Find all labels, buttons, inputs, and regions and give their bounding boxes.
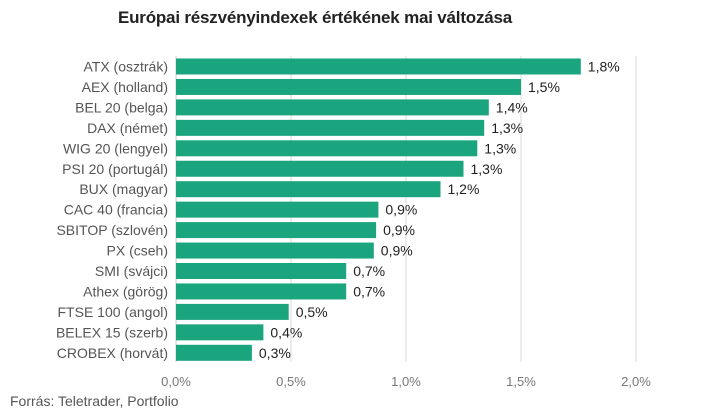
- category-label: DAX (német): [87, 120, 168, 136]
- bar: [176, 181, 441, 198]
- category-label: ATX (osztrák): [83, 59, 168, 75]
- bar: [176, 242, 374, 259]
- chart-title: Európai részvényindexek értékének mai vá…: [117, 8, 513, 27]
- bar: [176, 78, 521, 95]
- x-tick-label: 2,0%: [621, 374, 651, 389]
- data-label: 0,3%: [259, 345, 291, 361]
- category-label: CROBEX (horvát): [57, 345, 168, 361]
- bar: [176, 344, 252, 361]
- data-label: 0,9%: [381, 243, 413, 259]
- data-label: 0,9%: [385, 202, 417, 218]
- category-label: SBITOP (szlovén): [56, 222, 168, 238]
- data-label: 1,3%: [484, 140, 516, 156]
- data-label: 0,7%: [353, 263, 385, 279]
- bar: [176, 324, 264, 341]
- category-label: FTSE 100 (angol): [58, 304, 169, 320]
- bars: [176, 58, 581, 361]
- bar: [176, 283, 347, 300]
- data-label: 1,8%: [588, 59, 620, 75]
- bar: [176, 58, 581, 75]
- data-labels: 1,8% 1,5%1,4% 1,3% 1,3% 1,3% 1,2% 0,9% 0,9% 0,9%…: [259, 59, 620, 361]
- data-label: 0,9%: [383, 222, 415, 238]
- data-label: 0,5%: [296, 304, 328, 320]
- category-label: BELEX 15 (szerb): [56, 324, 168, 340]
- bar: [176, 263, 347, 279]
- category-label: SMI (svájci): [95, 263, 168, 279]
- x-tick-label: 0,0%: [161, 374, 191, 389]
- category-label: AEX (holland): [82, 79, 168, 95]
- x-tick-label: 0,5%: [276, 374, 306, 389]
- data-label: 1,3%: [491, 120, 523, 136]
- data-label: 0,7%: [353, 283, 385, 299]
- category-label: PX (cseh): [107, 243, 168, 259]
- data-label: 1,4%: [496, 99, 528, 115]
- data-label: 0,4%: [270, 324, 302, 340]
- data-label: 1,5%: [528, 79, 560, 95]
- data-label: 1,2%: [448, 181, 480, 197]
- bar: [176, 140, 478, 157]
- category-label: BEL 20 (belga): [75, 99, 168, 115]
- category-label: Athex (görög): [83, 283, 168, 299]
- x-tick-label: 1,0%: [391, 374, 421, 389]
- category-labels: ATX (osztrák) AEX (holland) BEL 20 (belga)…: [56, 59, 168, 361]
- bar: [176, 201, 379, 218]
- bar: [176, 119, 485, 136]
- bar: [176, 222, 377, 239]
- bar: [176, 160, 464, 177]
- category-label: PSI 20 (portugál): [62, 161, 168, 177]
- category-label: CAC 40 (francia): [64, 202, 168, 218]
- source-note: Forrás: Teletrader, Portfolio: [10, 393, 179, 409]
- bar: [176, 303, 289, 320]
- x-tick-label: 1,5%: [506, 374, 536, 389]
- category-label: WIG 20 (lengyel): [63, 140, 168, 156]
- data-label: 1,3%: [471, 161, 503, 177]
- x-axis-ticks: 0,0% 0,5% 1,0% 1,5% 2,0%: [161, 374, 651, 389]
- category-label: BUX (magyar): [79, 181, 168, 197]
- bar: [176, 99, 489, 116]
